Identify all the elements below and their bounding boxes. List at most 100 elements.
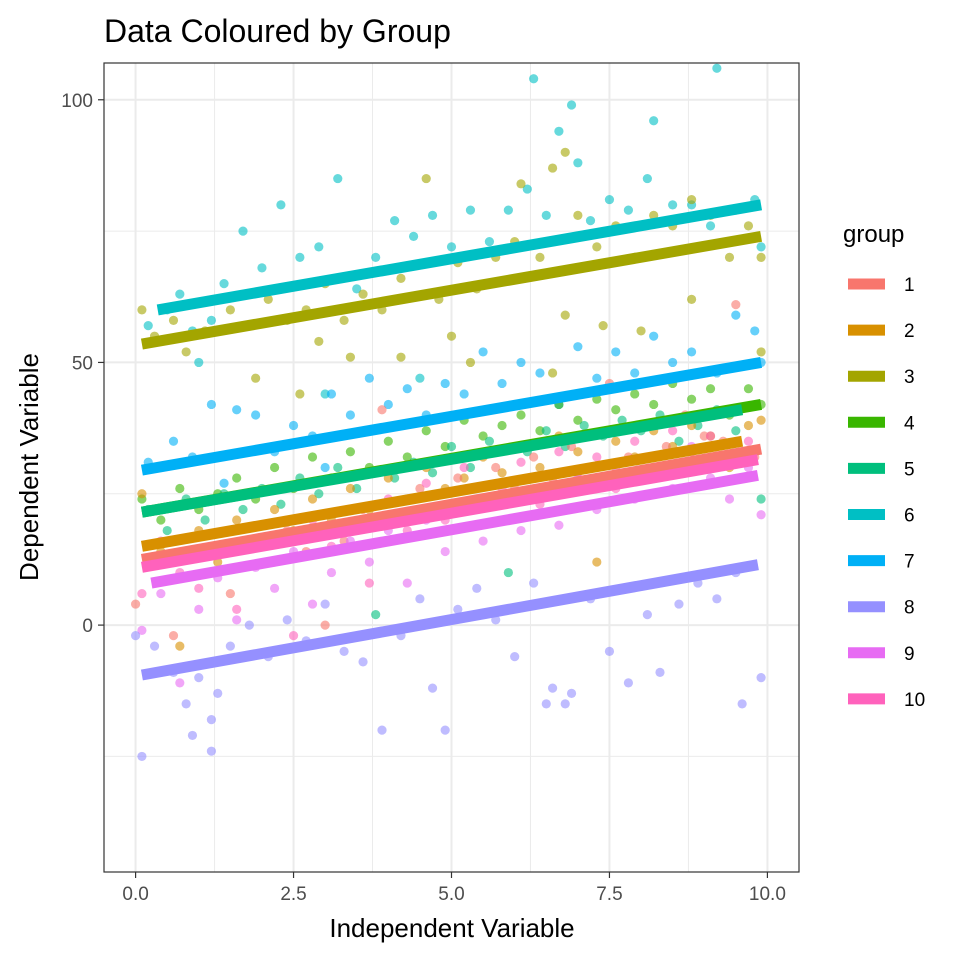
data-point-group-5 [314,489,324,499]
data-point-group-5 [238,504,248,515]
data-point-group-3 [535,252,545,262]
data-point-group-3 [295,389,305,399]
data-point-group-6 [320,389,330,399]
data-point-group-5 [731,426,741,436]
data-point-group-8 [541,699,551,709]
data-point-group-4 [345,447,356,457]
data-point-group-3 [396,273,406,283]
data-point-group-9 [440,546,450,557]
legend-label-5: 5 [904,459,915,480]
legend-label-7: 7 [904,552,915,573]
data-point-group-1 [130,599,141,609]
data-point-group-1 [168,631,179,641]
data-point-group-4 [497,420,507,431]
data-point-group-4 [383,436,393,446]
data-point-group-8 [320,599,330,609]
data-point-group-1 [491,462,501,473]
data-point-group-8 [377,725,387,735]
data-point-group-9 [326,567,337,578]
data-point-group-5 [756,494,766,504]
y-axis: 0 50 100 [61,91,104,637]
data-point-group-6 [573,158,583,168]
data-point-group-9 [137,625,147,635]
data-point-group-8 [623,678,634,688]
data-point-group-8 [244,620,254,630]
data-point-group-7 [326,389,337,399]
data-point-group-7 [630,368,640,378]
data-point-group-9 [756,510,766,520]
data-point-group-3 [592,242,602,252]
data-point-group-4 [649,399,659,410]
legend-label-8: 8 [904,598,915,619]
data-point-group-9 [194,604,204,614]
fit-line-group-7 [140,357,763,476]
data-point-group-3 [137,305,147,315]
data-point-group-1 [377,405,387,415]
data-point-group-3 [686,294,697,304]
data-point-group-6 [175,289,185,299]
data-point-group-10 [288,631,299,641]
data-point-group-3 [636,326,646,336]
data-point-group-2 [573,447,583,457]
data-point-group-3 [724,252,735,262]
data-point-group-6 [408,231,419,241]
data-point-group-6 [143,321,153,331]
data-point-group-8 [282,615,292,625]
legend-label-6: 6 [904,506,915,527]
data-point-group-6 [649,116,659,126]
data-point-group-7 [232,405,242,415]
fit-line-group-9 [150,469,759,589]
data-point-group-9 [232,615,242,625]
data-point-group-6 [642,173,652,184]
data-point-group-4 [156,515,166,525]
data-point-group-3 [547,163,558,173]
data-point-group-7 [611,347,621,357]
data-point-group-6 [465,205,476,215]
data-point-group-8 [453,604,463,614]
data-point-group-3 [756,347,766,357]
legend-label-4: 4 [904,413,915,434]
data-point-group-7 [649,331,659,341]
data-point-group-4 [440,441,450,452]
data-point-group-9 [724,494,735,504]
data-point-group-10 [364,578,374,588]
data-point-group-1 [415,483,425,494]
data-point-group-4 [307,452,318,462]
data-point-group-2 [611,436,621,446]
data-point-group-6 [484,237,495,247]
data-point-group-2 [743,420,754,431]
data-point-group-7 [535,368,545,378]
data-point-group-3 [339,315,349,326]
data-point-group-1 [699,431,709,441]
data-point-group-8 [440,725,450,735]
data-point-group-7 [440,378,450,389]
data-point-group-7 [573,342,583,352]
fit-line-group-10 [140,454,759,573]
data-point-group-4 [516,410,526,420]
data-point-group-10 [194,583,204,593]
data-point-group-5 [390,473,400,483]
data-point-group-9 [554,520,564,530]
data-point-group-10 [705,431,716,441]
data-point-group-10 [554,447,564,457]
data-point-group-8 [529,578,539,588]
data-point-group-9 [364,557,374,567]
data-point-group-5 [674,436,684,446]
fit-line-group-8 [140,559,759,681]
data-point-group-5 [446,441,457,452]
data-point-group-7 [364,373,374,383]
data-point-group-10 [459,462,469,473]
data-point-group-8 [472,583,482,593]
data-point-group-2 [269,504,280,515]
data-point-group-3 [686,194,697,205]
data-point-group-5 [484,436,495,446]
data-point-group-6 [427,210,438,220]
data-point-group-7 [686,347,697,357]
data-point-group-7 [206,399,217,410]
data-point-group-6 [566,100,577,110]
data-point-group-6 [295,252,305,262]
data-point-group-1 [320,620,330,630]
data-point-group-6 [219,279,229,289]
data-point-group-3 [314,336,324,347]
data-point-group-4 [611,405,621,415]
